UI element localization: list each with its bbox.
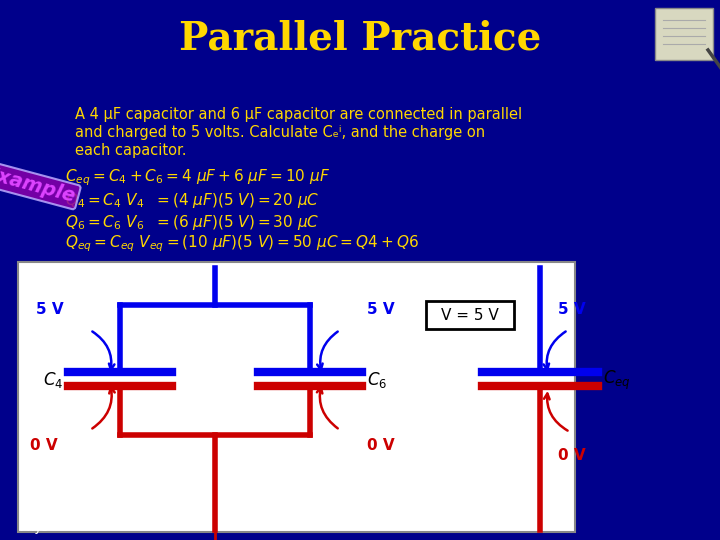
Bar bbox=[426, 301, 514, 329]
Text: 0 V: 0 V bbox=[558, 448, 585, 462]
Text: 0 V: 0 V bbox=[367, 437, 395, 453]
Text: Phys: Phys bbox=[20, 521, 49, 534]
Text: $C_4$: $C_4$ bbox=[42, 370, 63, 390]
Text: $C_{eq} = C_4+C_6 = 4\ \mu F+6\ \mu F = 10\ \mu F$: $C_{eq} = C_4+C_6 = 4\ \mu F+6\ \mu F = … bbox=[65, 168, 330, 188]
Text: and charged to 5 volts. Calculate Cₑⁱ, and the charge on: and charged to 5 volts. Calculate Cₑⁱ, a… bbox=[75, 125, 485, 140]
Text: 0 V: 0 V bbox=[30, 437, 58, 453]
Text: Example: Example bbox=[0, 164, 78, 206]
Text: $Q_6 = C_6\ V_6\ \ = (6\ \mu F)(5\ V) = 30\ \mu C$: $Q_6 = C_6\ V_6\ \ = (6\ \mu F)(5\ V) = … bbox=[65, 213, 320, 232]
Bar bbox=[18, 262, 575, 532]
Text: 5 V: 5 V bbox=[36, 302, 63, 318]
Text: Parallel Practice: Parallel Practice bbox=[179, 19, 541, 57]
Text: 5 V: 5 V bbox=[558, 302, 585, 318]
Text: V = 5 V: V = 5 V bbox=[441, 307, 499, 322]
Text: $Q_{eq} = C_{eq}\ V_{eq} = (10\ \mu F)(5\ V) = 50\ \mu C = Q4+Q6$: $Q_{eq} = C_{eq}\ V_{eq} = (10\ \mu F)(5… bbox=[65, 234, 419, 254]
Text: $C_6$: $C_6$ bbox=[367, 370, 387, 390]
Text: $C_{eq}$: $C_{eq}$ bbox=[603, 368, 631, 392]
Text: 5 V: 5 V bbox=[367, 302, 395, 318]
Bar bbox=[655, 8, 713, 60]
Text: each capacitor.: each capacitor. bbox=[75, 144, 186, 159]
Text: $Q_4 = C_4\ V_4\ \ = (4\ \mu F)(5\ V) = 20\ \mu C$: $Q_4 = C_4\ V_4\ \ = (4\ \mu F)(5\ V) = … bbox=[65, 191, 320, 210]
Text: A 4 μF capacitor and 6 μF capacitor are connected in parallel: A 4 μF capacitor and 6 μF capacitor are … bbox=[75, 107, 522, 123]
